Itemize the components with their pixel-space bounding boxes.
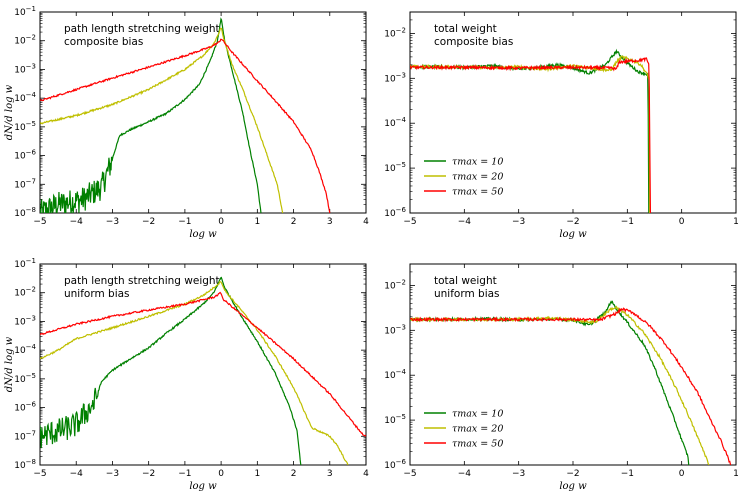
x-tick-label: −5: [403, 469, 416, 479]
x-tick-label: 4: [363, 217, 369, 227]
panel-annotation: composite bias: [64, 36, 143, 48]
plot-frame: [39, 263, 367, 466]
y-tick-label: 10−2: [384, 278, 406, 291]
y-tick-label: 10−6: [14, 149, 36, 162]
x-axis-label: log w: [189, 229, 217, 240]
series-line-0: [40, 276, 302, 465]
x-axis-label: log w: [189, 481, 217, 492]
panel-annotation: composite bias: [434, 36, 513, 48]
panel-bottom-left: −5 −4 −3 −2 −1 0 1 2 3 4 10−8 10−7 10−6 10−5 10−4 10−3 1…: [4, 257, 369, 492]
x-tick-label: 4: [363, 469, 369, 479]
y-tick-label: 10−2: [384, 26, 406, 39]
x-tick-label: 1: [254, 469, 260, 479]
y-tick-label: 10−3: [14, 314, 36, 327]
x-tick-label: 0: [218, 217, 224, 227]
x-tick-label: 0: [679, 469, 685, 479]
panel-bottom-right: −5 −4 −3 −2 −1 0 1 10−6 10−5 10−4 10−3 10−2 log w tot…: [384, 263, 739, 492]
x-axis-label: log w: [559, 229, 587, 240]
y-axis-label: dN/d log w: [4, 84, 15, 140]
panel-annotation: uniform bias: [434, 288, 500, 300]
y-tick-label: 10−3: [384, 71, 406, 84]
legend-entry: τmax = 50: [452, 187, 503, 198]
y-tick-label: 10−4: [384, 368, 406, 381]
x-tick-label: 3: [327, 217, 333, 227]
panel-top-right: −5 −4 −3 −2 −1 0 1 10−6 10−5 10−4 10−3 10−2 log w tot…: [384, 11, 739, 240]
y-tick-label: 10−2: [14, 286, 36, 299]
y-tick-label: 10−6: [384, 458, 406, 471]
y-axis-label: dN/d log w: [4, 336, 15, 392]
x-tick-label: −2: [142, 469, 155, 479]
y-tick-label: 10−6: [14, 401, 36, 414]
x-tick-label: −2: [566, 469, 579, 479]
x-tick-label: 1: [733, 469, 739, 479]
x-tick-label: −2: [566, 217, 579, 227]
panel-annotation: total weight: [434, 23, 497, 35]
y-tick-label: 10−8: [14, 206, 36, 219]
x-tick-label: −1: [621, 217, 634, 227]
y-tick-label: 10−7: [14, 177, 36, 190]
legend-entry: τmax = 20: [452, 172, 503, 183]
series-line-0: [410, 48, 650, 213]
y-tick-label: 10−5: [14, 120, 36, 133]
x-tick-label: 1: [733, 217, 739, 227]
plot-frame: [39, 11, 367, 214]
x-tick-label: −1: [178, 217, 191, 227]
series-line-2: [40, 38, 331, 213]
x-tick-label: −4: [458, 469, 472, 479]
x-tick-label: 3: [327, 469, 333, 479]
x-tick-label: −5: [403, 217, 416, 227]
x-tick-label: 2: [291, 469, 297, 479]
y-tick-label: 10−3: [14, 62, 36, 75]
x-tick-label: −1: [621, 469, 634, 479]
x-tick-label: −4: [70, 217, 84, 227]
x-tick-label: −5: [33, 217, 46, 227]
y-tick-label: 10−4: [14, 91, 36, 104]
series-line-0: [40, 17, 262, 213]
panel-annotation: uniform bias: [64, 288, 130, 300]
legend-entry: τmax = 50: [452, 439, 503, 450]
series-line-1: [40, 27, 284, 213]
x-tick-label: −1: [178, 469, 191, 479]
x-tick-label: −4: [70, 469, 84, 479]
x-tick-label: −3: [106, 217, 119, 227]
x-tick-label: 2: [291, 217, 297, 227]
y-tick-label: 10−6: [384, 206, 406, 219]
y-tick-label: 10−2: [14, 34, 36, 47]
y-tick-label: 10−4: [384, 116, 406, 129]
panel-annotation: path length stretching weight: [64, 23, 220, 35]
y-tick-label: 10−1: [14, 257, 36, 270]
legend-entry: τmax = 10: [452, 157, 503, 168]
legend-entry: τmax = 10: [452, 409, 503, 420]
y-tick-label: 10−7: [14, 429, 36, 442]
x-tick-label: −2: [142, 217, 155, 227]
series-line-2: [410, 57, 652, 213]
x-tick-label: −3: [512, 217, 525, 227]
legend-entry: τmax = 20: [452, 424, 503, 435]
x-tick-label: 0: [679, 217, 685, 227]
x-tick-label: −4: [458, 217, 472, 227]
y-tick-label: 10−3: [384, 323, 406, 336]
x-tick-label: −3: [512, 469, 525, 479]
y-tick-label: 10−1: [14, 5, 36, 18]
x-tick-label: 0: [218, 469, 224, 479]
panel-annotation: path length stretching weight: [64, 275, 220, 287]
series-line-2: [40, 291, 366, 437]
x-tick-label: 1: [254, 217, 260, 227]
series-line-2: [410, 307, 732, 465]
panel-top-left: −5 −4 −3 −2 −1 0 1 2 3 4 10−8 10−7 10−6 10−5 10−4 10−3 1…: [4, 5, 369, 240]
y-tick-label: 10−5: [14, 372, 36, 385]
series-line-1: [40, 281, 349, 465]
y-tick-label: 10−5: [384, 161, 406, 174]
x-axis-label: log w: [559, 481, 587, 492]
x-tick-label: −3: [106, 469, 119, 479]
series-line-1: [410, 55, 651, 213]
y-tick-label: 10−4: [14, 343, 36, 356]
y-tick-label: 10−8: [14, 458, 36, 471]
x-tick-label: −5: [33, 469, 46, 479]
y-tick-label: 10−5: [384, 413, 406, 426]
panel-annotation: total weight: [434, 275, 497, 287]
